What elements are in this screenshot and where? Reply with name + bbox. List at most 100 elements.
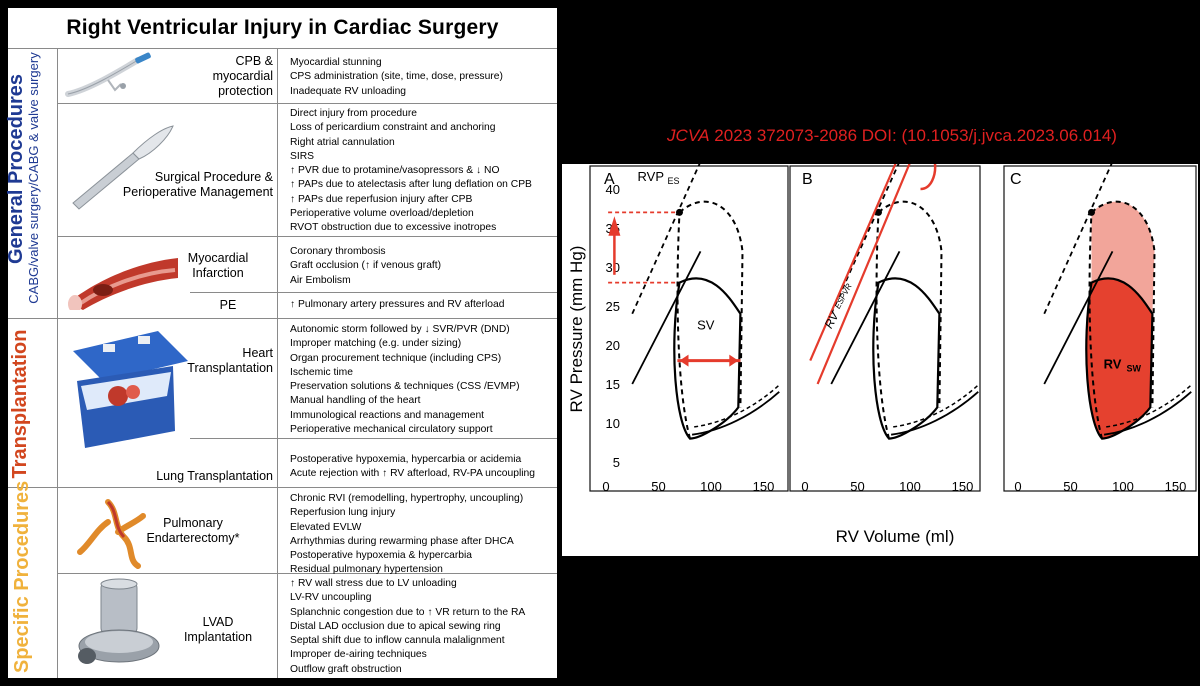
- divider: [190, 438, 557, 439]
- list-item: CPS administration (site, time, dose, pr…: [290, 71, 503, 83]
- items-lvad: ↑ RV wall stress due to LV unloading LV-R…: [290, 577, 525, 677]
- x-tick-label: 0: [602, 479, 609, 494]
- annotation-sv: SV: [697, 317, 715, 332]
- x-tick-label: 100: [700, 479, 722, 494]
- group-label-specific: Specific Procedures: [11, 480, 33, 673]
- divider: [277, 48, 278, 678]
- list-item: Residual pulmonary hypertension: [290, 564, 443, 576]
- list-item: Direct injury from procedure: [290, 108, 418, 119]
- stroke-work-area: [1086, 278, 1153, 439]
- x-tick-label: 50: [1063, 479, 1077, 494]
- lvad-pump-illustration: [78, 578, 160, 664]
- edpvr-line-dashed: [893, 383, 980, 428]
- panel-label: C: [1010, 171, 1022, 188]
- category-surgical-procedure: Surgical Procedure & Perioperative Manag…: [122, 170, 273, 199]
- items-surgical-procedure: Direct injury from procedure Loss of peri…: [290, 107, 532, 236]
- pv-loop-chart: RV Pressure (mm Hg) RV Volume (ml) 5 10 15 20…: [567, 164, 1197, 546]
- y-tick-label: 5: [613, 455, 620, 470]
- category-myocardial-infarction: Myocardial Infarction: [187, 251, 249, 280]
- items-lung-transplantation: Postoperative hypoxemia, hypercarbia or …: [290, 453, 535, 482]
- table-title: Right Ventricular Injury in Cardiac Surg…: [66, 16, 499, 39]
- divider: [190, 292, 557, 293]
- divider: [8, 318, 557, 319]
- stroke-work-upper-area: [1091, 201, 1155, 314]
- end-systolic-point: [676, 208, 683, 216]
- list-item: ↑ Pulmonary artery pressures and RV afte…: [290, 299, 505, 310]
- list-item: Elevated EVLW: [290, 521, 362, 533]
- list-item: Septal shift due to inflow cannula malal…: [290, 635, 505, 647]
- list-item: Arrhythmias during rewarming phase after…: [290, 535, 514, 547]
- pressure-volume-loop: [1085, 277, 1154, 440]
- list-item: RVOT obstruction due to excessive inotro…: [290, 222, 497, 234]
- panel-label: B: [802, 171, 813, 188]
- y-tick-label: 15: [606, 377, 620, 392]
- divider: [8, 487, 557, 488]
- list-item: Right atrial cannulation: [290, 136, 395, 148]
- list-item: Perioperative mechanical circulatory sup…: [290, 424, 493, 436]
- espvr-shift-line-lower: [816, 164, 911, 385]
- x-tick-label: 0: [1014, 479, 1021, 494]
- list-item: Autonomic storm followed by ↓ SVR/PVR (D…: [290, 324, 510, 335]
- list-item: Distal LAD occlusion due to apical sewin…: [290, 620, 501, 632]
- group-sublabel-general: CABG/valve surgery/CABG & valve surgery: [26, 52, 41, 304]
- pressure-volume-loop-dashed: [676, 200, 744, 439]
- annotation-sw-subscript: SW: [1127, 363, 1142, 373]
- panel-frame-a: [589, 165, 789, 492]
- divider: [57, 103, 557, 104]
- category-lvad: LVAD Implantation: [183, 615, 253, 644]
- list-item: Reperfusion lung injury: [290, 507, 396, 519]
- list-item: Inadequate RV unloading: [290, 85, 407, 97]
- y-tick-label: 30: [606, 260, 620, 275]
- edpvr-line: [691, 391, 780, 436]
- list-item: Manual handling of the heart: [290, 395, 421, 407]
- injury-table-panel: Right Ventricular Injury in Cardiac Surg…: [5, 8, 557, 678]
- list-item: Air Embolism: [290, 274, 351, 286]
- cannula-illustration: [65, 52, 151, 97]
- list-item: Acute rejection with ↑ RV afterload, RV-…: [290, 468, 535, 480]
- list-item: Chronic RVI (remodelling, hypertrophy, u…: [290, 493, 524, 504]
- pressure-volume-loop: [872, 277, 941, 440]
- list-item: ↑ RV wall stress due to LV unloading: [290, 578, 457, 589]
- rvp-increase-arrowhead: [608, 216, 621, 236]
- y-tick-label: 10: [606, 416, 620, 431]
- divider: [8, 48, 557, 49]
- edpvr-line: [1103, 391, 1192, 436]
- scalpel-illustration: [72, 125, 174, 210]
- pressure-volume-loop-dashed: [1088, 200, 1156, 439]
- list-item: Preservation solutions & techniques (CSS…: [290, 381, 520, 393]
- edpvr-line-dashed: [1106, 383, 1193, 428]
- list-item: Postoperative hypoxemia & hypercarbia: [290, 550, 473, 562]
- rotation-arrow: [920, 164, 937, 191]
- divider: [57, 573, 557, 574]
- list-item: Postoperative hypoxemia, hypercarbia or …: [290, 454, 522, 465]
- annotation-rvp: RVP: [638, 169, 665, 184]
- list-item: SIRS: [290, 150, 315, 162]
- edpvr-line-dashed: [694, 383, 781, 428]
- citation-journal: JCVA: [667, 126, 710, 145]
- group-label-transplantation: Transplantation: [9, 329, 31, 479]
- pressure-volume-loop: [673, 277, 742, 440]
- x-tick-label: 100: [899, 479, 921, 494]
- pulmonary-clot-illustration: [77, 499, 146, 569]
- coronary-artery-illustration: [68, 258, 178, 310]
- panel-label: A: [604, 171, 615, 188]
- edpvr-line: [890, 391, 979, 436]
- items-myocardial-infarction: Coronary thrombosis Graft occlusion (↑ if…: [290, 245, 441, 288]
- divider: [57, 236, 557, 237]
- category-cpb: CPB & myocardial protection: [212, 54, 273, 98]
- x-tick-label: 150: [1165, 479, 1187, 494]
- list-item: ↑ PAPs due to atelectasis after lung def…: [290, 179, 532, 191]
- items-pe: ↑ Pulmonary artery pressures and RV afte…: [290, 298, 504, 312]
- y-tick-label: 40: [606, 182, 620, 197]
- list-item: Outflow graft obstruction: [290, 663, 402, 675]
- x-tick-label: 50: [850, 479, 864, 494]
- list-item: Improper matching (e.g. under sizing): [290, 338, 462, 350]
- y-tick-label: 20: [606, 338, 620, 353]
- pressure-volume-loop-dashed: [875, 200, 943, 439]
- list-item: Improper de-airing techniques: [290, 649, 427, 661]
- items-cpb: Myocardial stunning CPS administration (s…: [290, 56, 503, 99]
- list-item: Myocardial stunning: [290, 57, 382, 68]
- list-item: Graft occlusion (↑ if venous graft): [290, 260, 442, 272]
- panel-frame-b: [789, 165, 981, 492]
- sv-arrowhead-right: [729, 354, 739, 367]
